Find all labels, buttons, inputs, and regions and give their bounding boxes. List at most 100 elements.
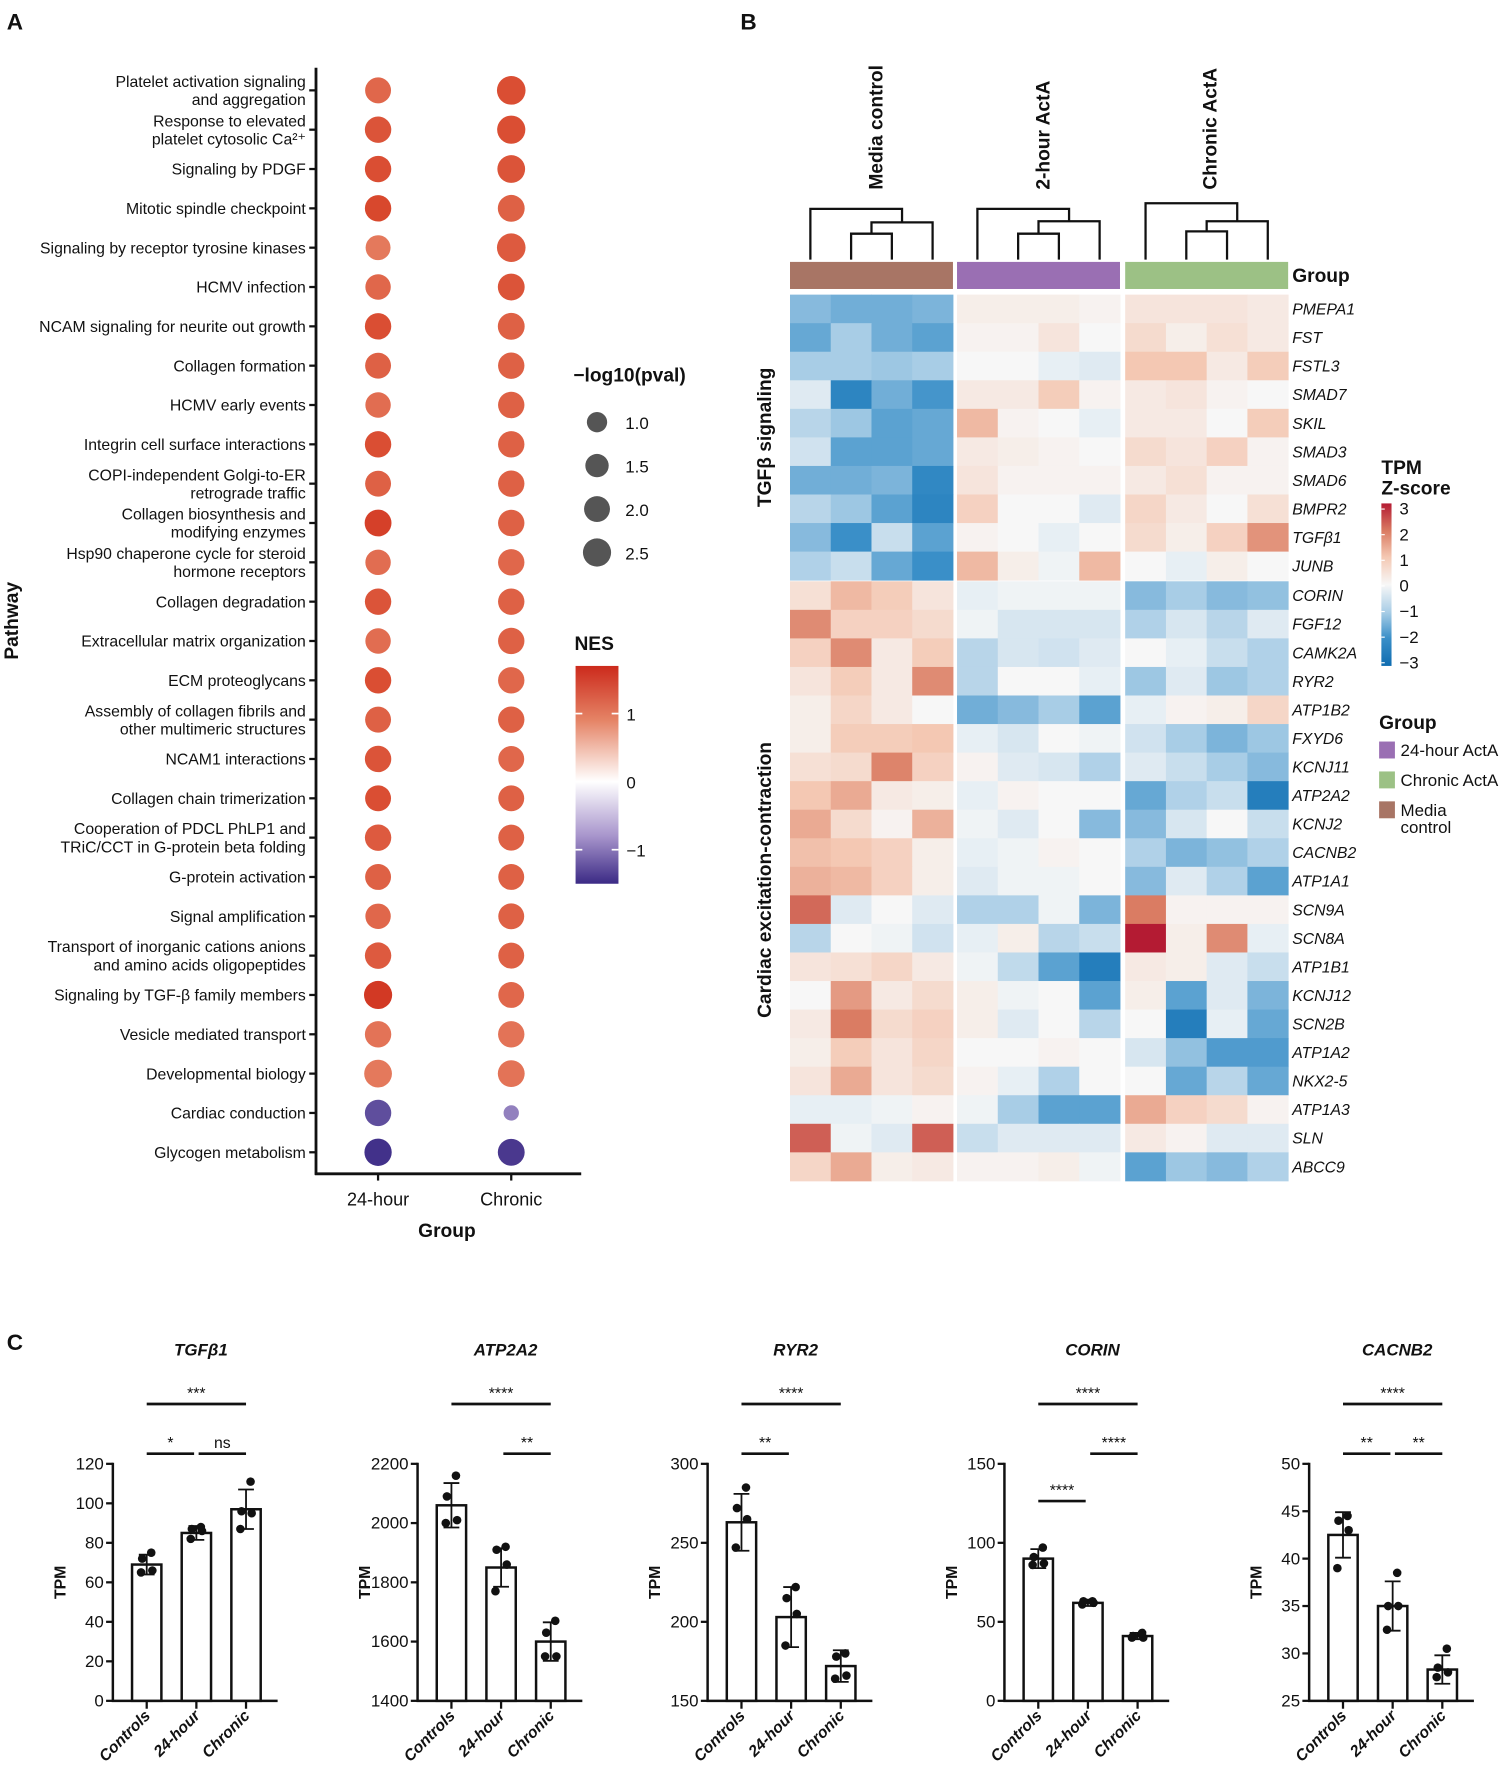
heatmap-cell	[790, 752, 832, 782]
x-tick-label: Controls	[988, 1707, 1046, 1765]
heatmap-cell	[1079, 465, 1121, 495]
heatmap-cell	[830, 1152, 872, 1182]
pathway-row: Signaling by TGF-β family members	[54, 980, 525, 1010]
heatmap-cell	[912, 866, 954, 896]
pathway-label: Collagen formation	[173, 358, 305, 375]
x-tick-label: Chronic	[1091, 1707, 1145, 1761]
group-annotation-bar	[957, 261, 1120, 289]
group-legend-item: Chronic ActA	[1379, 771, 1499, 790]
heatmap-cell	[1165, 1066, 1208, 1096]
heatmap-cell	[790, 294, 832, 324]
heatmap-cell	[871, 465, 913, 495]
heatmap-cell	[1165, 551, 1208, 581]
data-point	[492, 1545, 501, 1555]
heatmap-cell	[1038, 1066, 1080, 1096]
x-tick-label: 24-hour	[1042, 1707, 1096, 1761]
heatmap-cell	[912, 923, 954, 953]
heatmap-cell	[957, 1009, 999, 1039]
bar-chart: RYR2 TPM 150 200 250 300 Controls24-hourChroni…	[647, 1340, 873, 1765]
heatmap-cell	[871, 923, 913, 953]
heatmap-cell	[957, 609, 999, 639]
heatmap-cell	[957, 695, 999, 725]
heatmap-cell	[1247, 952, 1289, 982]
heatmap-cell	[957, 923, 999, 953]
heatmap-cell	[790, 1009, 832, 1039]
pathway-label: Cardiac conduction	[171, 1106, 306, 1123]
dot-24-hour	[364, 155, 392, 183]
gene-label: PMEPA1	[1292, 302, 1355, 319]
data-point	[246, 1477, 255, 1486]
heatmap-cell	[790, 408, 832, 438]
pathway-label: hormone receptors	[173, 564, 306, 581]
error-bar	[443, 1482, 460, 1529]
data-point	[741, 1483, 751, 1492]
y-tick-label: 100	[967, 1533, 995, 1552]
significance-label: ****	[1076, 1385, 1101, 1402]
heatmap-panel: Media control 2-hour ActA Chronic ActA Gro…	[755, 65, 1499, 1182]
heatmap-cell	[1165, 523, 1208, 553]
zscore-tick-label: 0	[1399, 577, 1408, 596]
heatmap-cell	[997, 838, 1039, 868]
dot-chronic	[498, 391, 525, 419]
heatmap-row	[790, 981, 1289, 1011]
zscore-tick-label: 1	[1399, 551, 1408, 570]
heatmap-cell	[1079, 838, 1121, 868]
heatmap-cell	[1247, 638, 1289, 668]
y-tick-label: 2000	[371, 1514, 409, 1533]
heatmap-cell	[1079, 866, 1121, 896]
heatmap-cell	[1125, 380, 1167, 410]
heatmap-cell	[912, 437, 954, 467]
data-point	[136, 1568, 146, 1577]
dot-24-hour	[365, 274, 391, 300]
dot-chronic	[497, 1138, 525, 1166]
size-legend-dot	[586, 412, 608, 433]
dot-chronic	[497, 1060, 525, 1088]
pathway-label: Extracellular matrix organization	[81, 634, 306, 651]
size-legend-title: −log10(pval)	[573, 366, 685, 387]
heatmap-cell	[871, 666, 913, 696]
heatmap-cell	[1038, 465, 1080, 495]
heatmap-row	[790, 895, 1289, 925]
gene-label: SLN	[1292, 1131, 1323, 1148]
heatmap-cell	[790, 923, 832, 953]
heatmap-cell	[830, 638, 872, 668]
heatmap-cell	[1038, 551, 1080, 581]
pathway-row: Cardiac conduction	[171, 1099, 519, 1127]
zscore-tick-label: 2	[1399, 525, 1408, 544]
data-point	[186, 1534, 196, 1544]
heatmap-cell	[1165, 609, 1208, 639]
heatmap-cell	[1079, 981, 1121, 1011]
pathway-row: Extracellular matrix organization	[81, 627, 525, 655]
heatmap-cell	[1165, 380, 1208, 410]
y-tick-label: 300	[670, 1454, 698, 1473]
heatmap-cell	[830, 952, 872, 982]
heatmap-cell	[1125, 1009, 1167, 1039]
heatmap-cell	[1165, 351, 1208, 381]
heatmap-cell	[1247, 923, 1289, 953]
heatmap-cell	[957, 380, 999, 410]
heatmap-cell	[997, 294, 1039, 324]
heatmap-cell	[1165, 1123, 1208, 1153]
pathway-row: Integrin cell surface interactions	[84, 431, 525, 458]
gene-label: SMAD7	[1292, 387, 1348, 404]
heatmap-cell	[830, 923, 872, 953]
heatmap-cell	[830, 323, 872, 353]
heatmap-cell	[1206, 437, 1248, 467]
dot-24-hour	[365, 864, 392, 890]
y-tick-label: 100	[76, 1494, 104, 1513]
heatmap-cell	[1038, 1095, 1080, 1125]
heatmap-cell	[912, 1066, 954, 1096]
heatmap-cell	[1125, 923, 1167, 953]
dendrogram-branch	[1037, 220, 1101, 260]
heatmap-cell	[830, 380, 872, 410]
heatmap-cell	[1247, 666, 1289, 696]
dot-24-hour	[365, 549, 391, 576]
heatmap-cell	[871, 866, 913, 896]
heatmap-cell	[830, 465, 872, 495]
heatmap-cell	[830, 609, 872, 639]
heatmap-cell	[790, 551, 832, 581]
heatmap-cell	[957, 781, 999, 811]
heatmap-cell	[790, 323, 832, 353]
